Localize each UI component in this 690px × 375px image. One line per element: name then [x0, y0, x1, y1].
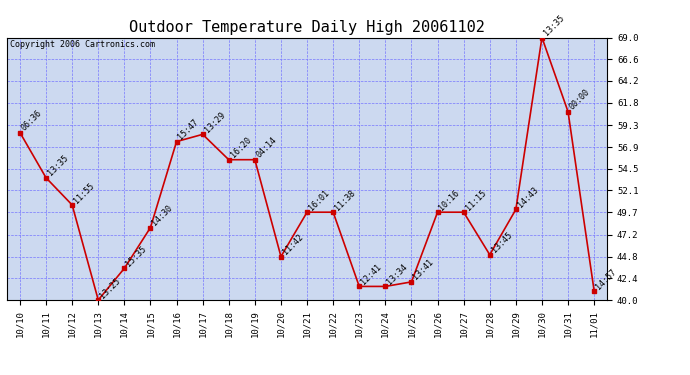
Text: 16:01: 16:01: [307, 188, 331, 212]
Text: 13:25: 13:25: [98, 276, 122, 300]
Title: Outdoor Temperature Daily High 20061102: Outdoor Temperature Daily High 20061102: [129, 20, 485, 35]
Text: 11:42: 11:42: [281, 232, 305, 256]
Text: 11:55: 11:55: [72, 181, 96, 205]
Text: 04:14: 04:14: [255, 136, 279, 160]
Text: 14:57: 14:57: [594, 267, 618, 291]
Text: 13:41: 13:41: [411, 258, 435, 282]
Text: 13:45: 13:45: [490, 231, 514, 255]
Text: 12:41: 12:41: [359, 262, 383, 286]
Text: 13:35: 13:35: [46, 154, 70, 178]
Text: 14:30: 14:30: [150, 204, 175, 228]
Text: 06:36: 06:36: [20, 108, 44, 132]
Text: 13:35: 13:35: [542, 13, 566, 38]
Text: 13:34: 13:34: [385, 262, 409, 286]
Text: 15:35: 15:35: [124, 244, 148, 268]
Text: 16:20: 16:20: [229, 136, 253, 160]
Text: 00:00: 00:00: [568, 88, 592, 112]
Text: 11:15: 11:15: [464, 188, 488, 212]
Text: 15:47: 15:47: [177, 117, 201, 142]
Text: 13:29: 13:29: [203, 110, 227, 134]
Text: 14:43: 14:43: [516, 186, 540, 210]
Text: 11:38: 11:38: [333, 188, 357, 212]
Text: 10:16: 10:16: [437, 188, 462, 212]
Text: Copyright 2006 Cartronics.com: Copyright 2006 Cartronics.com: [10, 40, 155, 49]
